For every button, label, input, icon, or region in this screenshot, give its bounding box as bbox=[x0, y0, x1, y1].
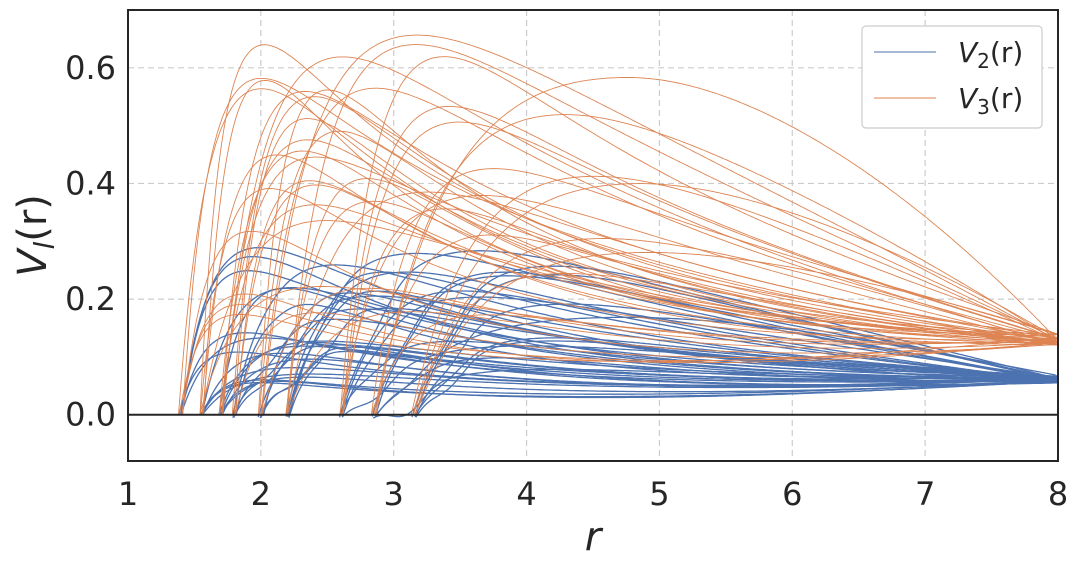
x-tick-labels: 1 2 3 4 5 6 7 8 bbox=[118, 475, 1068, 513]
x-tick-label-2: 2 bbox=[251, 475, 271, 513]
curve-v2-9 bbox=[179, 332, 1058, 415]
legend-entry-v2: V2(r) bbox=[958, 36, 1023, 73]
x-tick-label-4: 4 bbox=[516, 475, 536, 513]
y-tick-label-3: 0.6 bbox=[65, 49, 116, 87]
plot-frame bbox=[127, 9, 1059, 462]
legend-entry-v2-sub: 2 bbox=[977, 49, 990, 73]
curve-v3-4 bbox=[257, 89, 1056, 415]
curve-v3-28 bbox=[199, 188, 1056, 415]
curve-v3-23 bbox=[286, 311, 1058, 415]
curve-v3-26 bbox=[414, 252, 1056, 415]
legend-entry-v2-main: V bbox=[958, 36, 979, 69]
legend-entry-v3: V3(r) bbox=[958, 82, 1023, 119]
series-v3 bbox=[178, 34, 1059, 415]
y-tick-label-2: 0.4 bbox=[65, 164, 116, 202]
y-axis-label: Vl(r) bbox=[10, 194, 61, 277]
curve-v3-3 bbox=[231, 96, 1057, 415]
curve-v3-21 bbox=[234, 312, 1057, 415]
curve-v3-30 bbox=[235, 180, 1057, 415]
curve-v2-44 bbox=[415, 340, 1057, 418]
curve-v2-40 bbox=[262, 292, 1059, 416]
curve-v2-45 bbox=[181, 270, 1057, 415]
curve-v3-17 bbox=[415, 273, 1056, 415]
curve-v3-14 bbox=[286, 191, 1058, 415]
legend-entry-v2-suffix: (r) bbox=[990, 36, 1023, 69]
curve-v3-39 bbox=[233, 118, 1058, 415]
curve-v3-27 bbox=[182, 230, 1057, 415]
curve-v2-46 bbox=[201, 373, 1056, 416]
curve-v3-34 bbox=[375, 114, 1057, 415]
curve-v3-38 bbox=[219, 204, 1057, 415]
x-tick-label-3: 3 bbox=[384, 475, 404, 513]
curve-v3-43 bbox=[370, 314, 1057, 415]
curve-v3-45 bbox=[182, 77, 1057, 415]
curve-v3-47 bbox=[218, 150, 1057, 415]
curve-v3-12 bbox=[234, 184, 1057, 415]
curve-v2-33 bbox=[341, 290, 1057, 416]
y-axis-label-main: V bbox=[10, 247, 56, 277]
curve-v3-44 bbox=[412, 183, 1057, 415]
curve-v2-43 bbox=[375, 357, 1057, 416]
curve-v2-39 bbox=[233, 344, 1058, 418]
curve-v2-36 bbox=[180, 255, 1056, 415]
legend-entry-v3-main: V bbox=[958, 82, 979, 115]
curves bbox=[178, 34, 1059, 419]
y-tick-label-0: 0.0 bbox=[65, 396, 116, 434]
x-tick-label-1: 1 bbox=[118, 475, 138, 513]
curve-v3-5 bbox=[285, 200, 1057, 415]
curve-v2-34 bbox=[374, 316, 1056, 417]
curve-v3-6 bbox=[342, 121, 1058, 415]
curve-v3-19 bbox=[199, 286, 1056, 415]
curve-v3-29 bbox=[221, 156, 1057, 415]
curve-v3-33 bbox=[339, 56, 1058, 415]
legend-entry-v3-sub: 3 bbox=[977, 95, 990, 119]
x-tick-label-6: 6 bbox=[782, 475, 802, 513]
curve-v2-32 bbox=[285, 271, 1057, 417]
curve-v3-36 bbox=[178, 313, 1057, 415]
x-tick-label-5: 5 bbox=[649, 475, 669, 513]
legend-entry-v3-suffix: (r) bbox=[990, 82, 1023, 115]
curve-v3-8 bbox=[410, 175, 1058, 415]
curve-v3-16 bbox=[374, 77, 1059, 415]
curve-v3-40 bbox=[261, 287, 1057, 415]
curve-v2-42 bbox=[341, 345, 1057, 418]
curve-v2-38 bbox=[219, 379, 1058, 416]
curve-v3-31 bbox=[260, 87, 1056, 415]
curve-v2-47 bbox=[219, 376, 1058, 416]
curve-v2-5 bbox=[288, 271, 1058, 416]
x-axis-label: r bbox=[585, 514, 604, 560]
x-tick-label-7: 7 bbox=[915, 475, 935, 513]
y-axis-label-sub: l bbox=[28, 242, 61, 250]
y-tick-label-1: 0.2 bbox=[65, 280, 116, 318]
y-tick-labels: 0.0 0.2 0.4 0.6 bbox=[65, 49, 116, 434]
x-tick-label-8: 8 bbox=[1048, 475, 1068, 513]
y-axis-label-suffix: (r) bbox=[10, 194, 56, 242]
curve-v3-35 bbox=[413, 238, 1057, 415]
curve-v3-32 bbox=[286, 178, 1058, 415]
curve-v3-42 bbox=[341, 105, 1058, 415]
curve-v3-41 bbox=[285, 44, 1057, 415]
legend: V2(r) V3(r) bbox=[861, 25, 1043, 129]
curve-v2-3 bbox=[232, 264, 1057, 416]
